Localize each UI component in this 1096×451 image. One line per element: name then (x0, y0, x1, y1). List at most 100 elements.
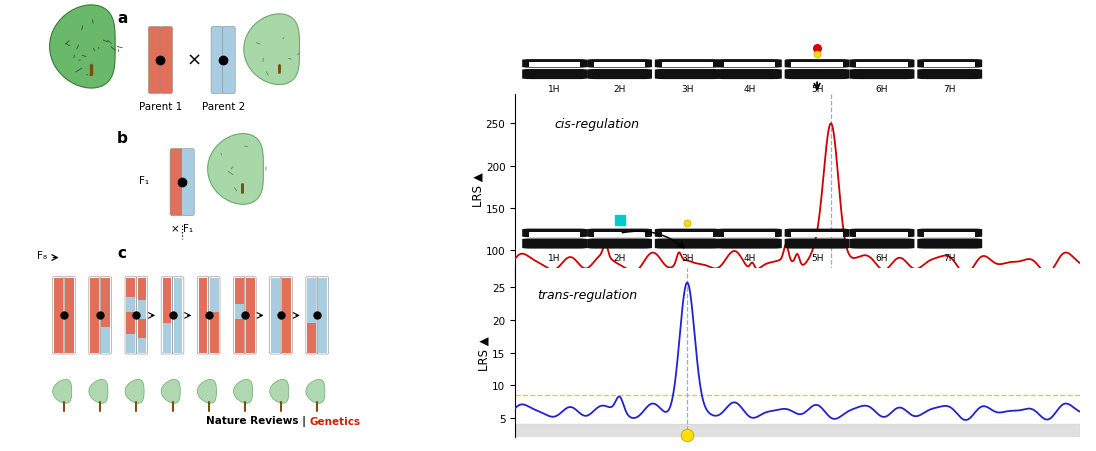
Text: 1H: 1H (548, 84, 561, 93)
Text: × F₁: × F₁ (171, 223, 193, 233)
FancyBboxPatch shape (101, 278, 110, 327)
FancyBboxPatch shape (654, 239, 720, 249)
Bar (515, 274, 1080, 284)
FancyBboxPatch shape (522, 60, 587, 69)
FancyBboxPatch shape (126, 279, 135, 297)
Text: cis-regulation: cis-regulation (555, 117, 640, 130)
Text: ×: × (186, 52, 202, 70)
FancyBboxPatch shape (126, 312, 135, 334)
FancyBboxPatch shape (917, 229, 982, 238)
FancyBboxPatch shape (849, 229, 914, 238)
FancyBboxPatch shape (162, 323, 171, 353)
FancyBboxPatch shape (594, 232, 646, 237)
FancyBboxPatch shape (522, 70, 587, 80)
FancyBboxPatch shape (160, 28, 172, 94)
FancyBboxPatch shape (170, 149, 183, 216)
Text: a: a (117, 11, 127, 26)
Text: 5H: 5H (811, 253, 823, 262)
Polygon shape (233, 380, 252, 403)
FancyBboxPatch shape (594, 63, 646, 68)
Text: 4H: 4H (743, 84, 755, 93)
FancyBboxPatch shape (717, 60, 781, 69)
FancyBboxPatch shape (182, 149, 194, 216)
Polygon shape (161, 380, 180, 403)
Text: Nature Reviews |: Nature Reviews | (206, 415, 310, 426)
Polygon shape (243, 15, 299, 85)
Text: 6H: 6H (876, 84, 888, 93)
Text: 6H: 6H (876, 253, 888, 262)
FancyBboxPatch shape (235, 304, 243, 319)
Text: 7H: 7H (944, 253, 956, 262)
FancyBboxPatch shape (723, 63, 775, 68)
FancyBboxPatch shape (917, 70, 982, 80)
FancyBboxPatch shape (849, 70, 914, 80)
Polygon shape (49, 6, 115, 89)
FancyBboxPatch shape (723, 232, 775, 237)
FancyBboxPatch shape (654, 229, 720, 238)
Polygon shape (53, 380, 71, 403)
FancyBboxPatch shape (522, 229, 587, 238)
Polygon shape (306, 380, 324, 403)
FancyBboxPatch shape (717, 229, 781, 238)
FancyBboxPatch shape (282, 279, 290, 353)
FancyBboxPatch shape (717, 239, 781, 249)
FancyBboxPatch shape (849, 239, 914, 249)
FancyBboxPatch shape (235, 319, 243, 353)
FancyBboxPatch shape (856, 232, 907, 237)
FancyBboxPatch shape (138, 279, 146, 301)
Y-axis label: LRS ▲: LRS ▲ (471, 172, 484, 207)
FancyBboxPatch shape (318, 279, 327, 353)
FancyBboxPatch shape (66, 279, 73, 353)
Text: 4H: 4H (743, 253, 755, 262)
Polygon shape (270, 380, 288, 403)
FancyBboxPatch shape (654, 60, 720, 69)
FancyBboxPatch shape (917, 60, 982, 69)
Polygon shape (197, 380, 216, 403)
Text: locus A: locus A (812, 299, 849, 309)
Text: trans-regulation: trans-regulation (538, 289, 638, 302)
FancyBboxPatch shape (101, 327, 110, 353)
Polygon shape (207, 134, 263, 205)
FancyBboxPatch shape (785, 70, 849, 80)
FancyBboxPatch shape (522, 239, 587, 249)
FancyBboxPatch shape (856, 63, 907, 68)
Text: 3H: 3H (681, 253, 694, 262)
FancyBboxPatch shape (529, 63, 580, 68)
Text: 5H: 5H (518, 299, 533, 309)
FancyBboxPatch shape (210, 312, 218, 353)
FancyBboxPatch shape (717, 70, 781, 80)
FancyBboxPatch shape (90, 279, 99, 353)
FancyBboxPatch shape (917, 239, 982, 249)
FancyBboxPatch shape (662, 232, 713, 237)
FancyBboxPatch shape (138, 301, 146, 319)
FancyBboxPatch shape (307, 279, 316, 323)
FancyBboxPatch shape (849, 60, 914, 69)
FancyBboxPatch shape (587, 229, 652, 238)
Text: Parent 2: Parent 2 (202, 101, 244, 111)
FancyBboxPatch shape (271, 279, 279, 353)
FancyBboxPatch shape (785, 60, 849, 69)
FancyBboxPatch shape (529, 232, 580, 237)
Text: b: b (117, 131, 128, 146)
Polygon shape (89, 380, 107, 403)
Bar (515, 424, 1080, 437)
FancyBboxPatch shape (162, 279, 171, 323)
FancyBboxPatch shape (246, 279, 254, 353)
Text: 7H: 7H (944, 84, 956, 93)
Text: 2H: 2H (614, 253, 626, 262)
FancyBboxPatch shape (138, 319, 146, 338)
FancyBboxPatch shape (126, 297, 135, 312)
FancyBboxPatch shape (173, 279, 182, 353)
FancyBboxPatch shape (924, 63, 975, 68)
FancyBboxPatch shape (212, 28, 224, 94)
FancyBboxPatch shape (587, 239, 652, 249)
FancyBboxPatch shape (222, 28, 236, 94)
FancyBboxPatch shape (126, 334, 135, 353)
Text: Genetics: Genetics (310, 416, 361, 426)
Polygon shape (125, 380, 144, 403)
FancyBboxPatch shape (54, 279, 62, 353)
FancyBboxPatch shape (791, 232, 843, 237)
Y-axis label: LRS ▲: LRS ▲ (478, 336, 491, 370)
FancyBboxPatch shape (307, 323, 316, 353)
FancyBboxPatch shape (235, 279, 243, 304)
